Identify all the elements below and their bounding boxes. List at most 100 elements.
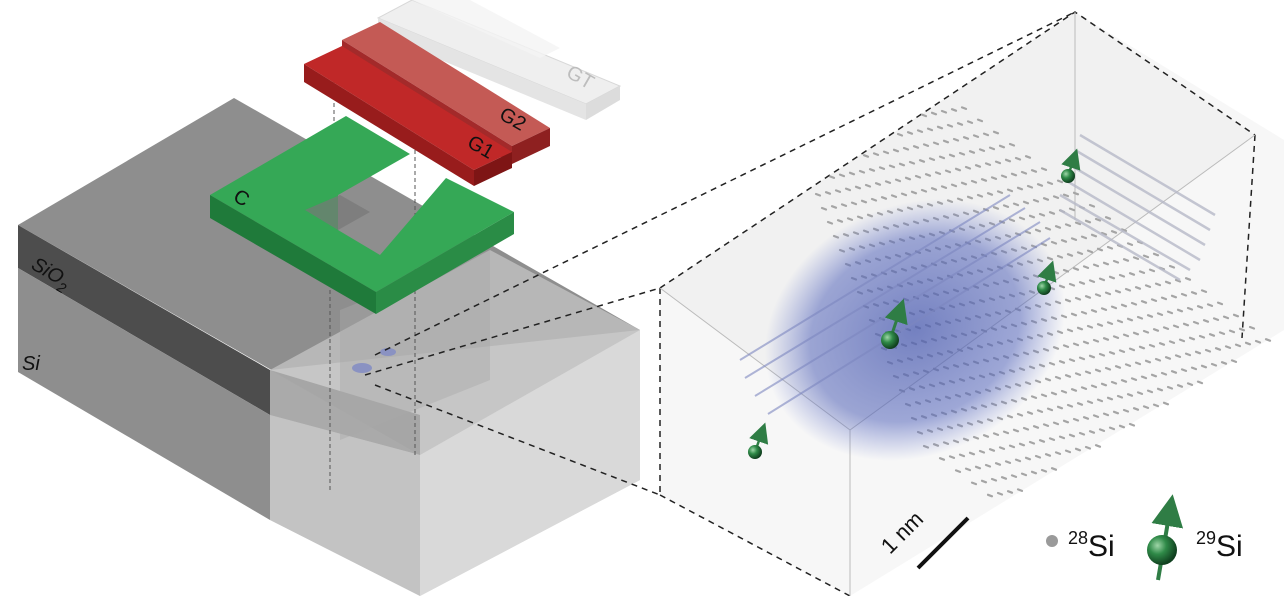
si28-atom: [994, 462, 1002, 466]
si28-atom: [1094, 293, 1102, 297]
si28-atom: [1068, 282, 1076, 287]
si28-atom: [1152, 403, 1160, 408]
si28-atom: [1176, 308, 1184, 313]
si28-atom: [1002, 204, 1010, 208]
si28-atom: [1196, 380, 1204, 385]
si28-atom: [1154, 282, 1162, 287]
si28-atom: [1036, 409, 1044, 413]
si28-atom: [1084, 295, 1092, 299]
si28-atom: [1056, 254, 1064, 259]
si28-atom: [1190, 291, 1198, 295]
si28-atom: [850, 201, 858, 206]
si28-atom: [956, 122, 964, 126]
si28-atom: [880, 196, 888, 200]
si28-atom: [952, 137, 960, 142]
si28-atom: [1046, 181, 1054, 185]
si28-atom: [1072, 267, 1080, 271]
si28-atom: [1000, 476, 1008, 480]
si28-atom: [1224, 345, 1232, 349]
si28-atom: [1178, 338, 1186, 343]
si28-atom: [920, 113, 928, 118]
si28-atom: [1168, 340, 1176, 344]
si28-atom: [1164, 356, 1172, 360]
si28-atom: [1222, 315, 1230, 320]
si28-atom: [994, 160, 1002, 165]
si28-atom: [1068, 358, 1076, 362]
si28-atom: [1060, 389, 1068, 394]
si28-atom: [1118, 349, 1126, 353]
si28-atom: [1068, 207, 1076, 212]
si28-atom: [954, 469, 962, 473]
si28-atom: [1136, 391, 1144, 395]
si28-atom: [1004, 460, 1012, 464]
si28-atom: [1052, 421, 1060, 426]
si28-atom: [1128, 422, 1136, 427]
si28-atom: [996, 190, 1004, 194]
si28-atom: [1132, 331, 1140, 336]
si28-atom: [982, 132, 990, 137]
si28-atom: [1140, 300, 1148, 304]
si28-atom: [1074, 447, 1082, 452]
si28-atom: [996, 491, 1004, 496]
si28-atom: [838, 173, 846, 178]
si28-atom: [1126, 242, 1134, 246]
si28-atom: [1064, 449, 1072, 454]
si28-atom: [1022, 426, 1030, 431]
si28-atom: [1210, 362, 1218, 367]
si28-atom: [1016, 412, 1024, 417]
si28-atom: [1186, 306, 1194, 311]
si28-atom: [928, 157, 936, 161]
si28-atom: [1170, 294, 1178, 299]
si28-atom: [890, 194, 898, 198]
si28-atom: [1062, 268, 1070, 273]
si28-atom: [1080, 235, 1088, 240]
si28-atom: [1238, 327, 1246, 332]
si28-atom: [974, 465, 982, 470]
si28-atom: [1032, 425, 1040, 429]
si28-atom: [1216, 301, 1224, 306]
si28-atom: [904, 176, 912, 181]
si28-atom: [1082, 340, 1090, 345]
si28-atom: [862, 154, 870, 158]
si28-atom: [1228, 329, 1236, 334]
si28-atom: [1062, 344, 1070, 348]
si28-atom: [1136, 315, 1144, 320]
si28-atom: [910, 190, 918, 195]
si28-atom: [960, 106, 968, 111]
si28-atom: [974, 164, 982, 168]
si28-atom: [1048, 437, 1056, 441]
si28-atom: [1068, 433, 1076, 438]
si28-atom: [836, 219, 844, 223]
si28-atom: [898, 162, 906, 167]
si28-atom: [1094, 368, 1102, 373]
si28-atom: [1038, 439, 1046, 443]
si28-atom: [1118, 424, 1126, 429]
si28-atom: [956, 197, 964, 202]
si28-atom: [1244, 341, 1252, 346]
si28-atom: [938, 457, 946, 461]
si28-atom: [958, 453, 966, 458]
si28-atom: [1152, 252, 1160, 257]
si28-atom: [926, 127, 934, 132]
silicon-label: Si: [22, 353, 40, 375]
si28-atom: [828, 175, 836, 179]
si28-atom: [1100, 307, 1108, 311]
si28-atom: [1172, 324, 1180, 329]
si28-atom: [1096, 398, 1104, 403]
si28-atom: [1086, 324, 1094, 329]
si28-atom: [1060, 239, 1068, 243]
si28-atom: [984, 463, 992, 468]
si28-atom: [1200, 364, 1208, 369]
si28-atom: [1148, 343, 1156, 348]
si28-atom: [950, 183, 958, 188]
si28-atom: [1150, 373, 1158, 378]
si28-atom: [1124, 287, 1132, 292]
si28-atom: [1048, 211, 1056, 215]
si28-atom: [824, 191, 832, 195]
si28-atom: [1064, 374, 1072, 378]
si28-atom: [1084, 219, 1092, 224]
si28-atom: [1174, 354, 1182, 358]
si28-atom: [1050, 467, 1058, 471]
si28-atom: [1154, 357, 1162, 362]
si28-atom: [1108, 426, 1116, 431]
